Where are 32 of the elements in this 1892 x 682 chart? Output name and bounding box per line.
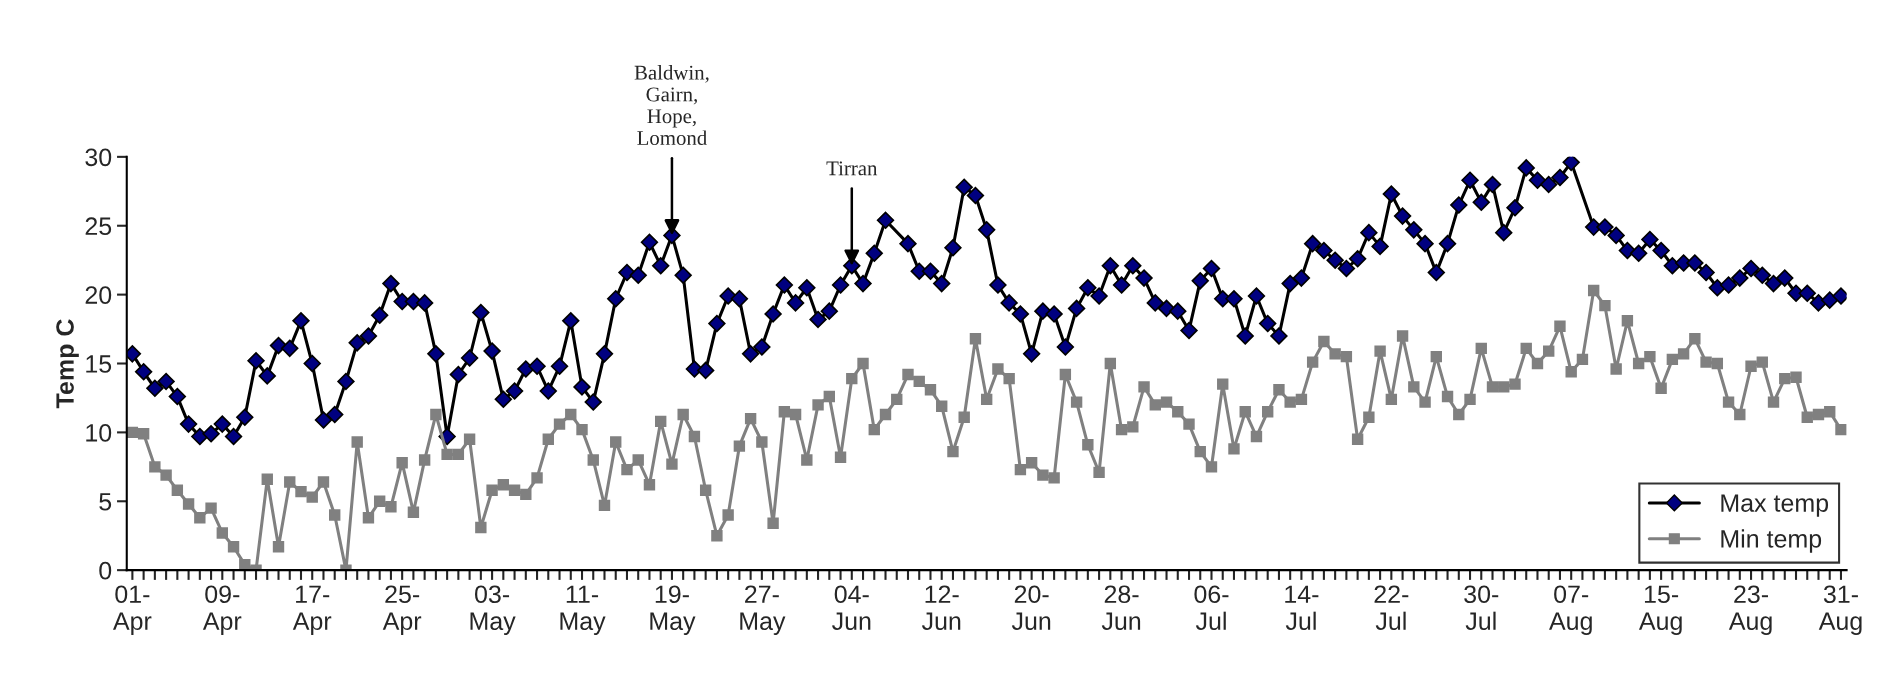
x-tick-label: 27- May	[740, 585, 786, 635]
x-tick-label: 20- Jun	[1011, 585, 1051, 631]
x-tick-label: 30- Jul	[1464, 585, 1499, 631]
x-tick-label: 11- May	[560, 585, 606, 635]
y-tick-label: 0	[99, 561, 112, 580]
y-axis-title: Temp C	[56, 319, 79, 409]
y-tick-label: 15	[86, 355, 112, 373]
y-tick-label: 10	[86, 423, 112, 442]
x-tick-label: 14- Jul	[1285, 585, 1319, 631]
y-tick-label: 20	[85, 286, 112, 304]
x-tick-label: 06- Jul	[1194, 585, 1229, 631]
x-tick-label: 12- Jun	[921, 585, 961, 631]
y-tick-label: 30	[85, 148, 112, 167]
x-tick-label: 23- Aug	[1728, 585, 1772, 635]
x-tick-label: 19- May	[650, 585, 696, 635]
x-tick-label: 22- Jul	[1374, 585, 1409, 631]
annotation: Tirran	[826, 161, 878, 176]
legend-label: Max temp	[1721, 494, 1829, 517]
x-tick-label: 01- Apr	[112, 585, 152, 635]
x-tick-label: 28- Jun	[1101, 585, 1141, 631]
x-tick-label: 03- May	[470, 585, 516, 635]
annotation: Baldwin, Gairn, Hope, Lomond	[634, 65, 709, 146]
x-tick-label: 04- Jun	[832, 585, 871, 631]
y-tick-label: 5	[99, 493, 112, 511]
x-tick-label: 07- Aug	[1549, 585, 1592, 635]
y-tick-label: 25	[85, 217, 112, 236]
x-tick-label: 31- Aug	[1818, 585, 1862, 635]
x-tick-label: 17- Apr	[292, 585, 332, 635]
legend-label: Min temp	[1721, 529, 1822, 553]
x-tick-label: 15- Aug	[1638, 585, 1682, 635]
x-tick-label: 09- Apr	[202, 585, 242, 635]
x-tick-label: 25- Apr	[382, 585, 422, 635]
